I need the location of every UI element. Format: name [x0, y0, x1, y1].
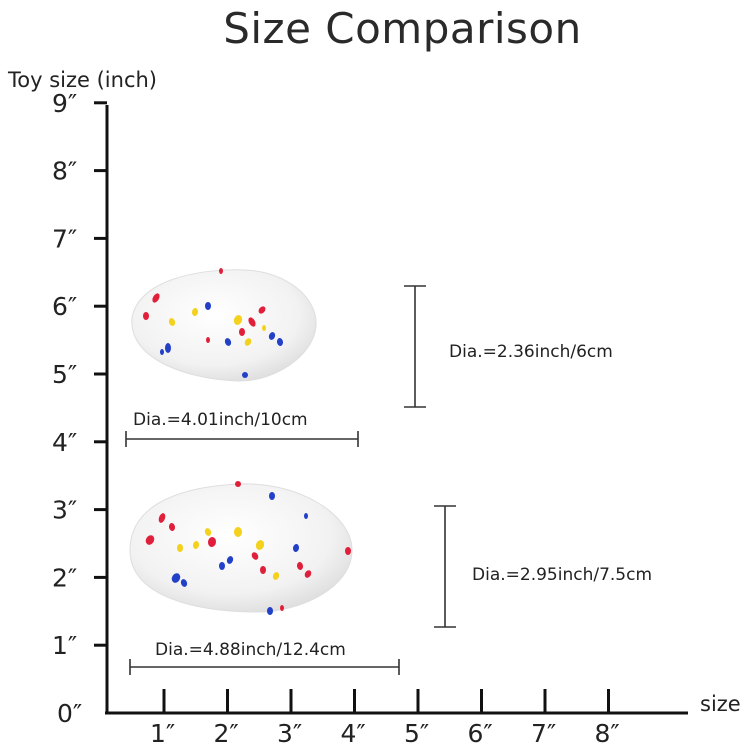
- large-toy-height-dimension: [434, 505, 456, 628]
- y-tick-label: 1″: [52, 631, 77, 660]
- speckle: [226, 556, 234, 564]
- speckle: [152, 293, 160, 303]
- large-toy-height-label: Dia.=2.95inch/7.5cm: [472, 565, 652, 585]
- small-toy-height-label: Dia.=2.36inch/6cm: [449, 342, 613, 362]
- speckle: [207, 537, 217, 547]
- speckle: [260, 566, 266, 574]
- x-tick-label: 1″: [150, 719, 175, 748]
- speckle: [280, 605, 284, 611]
- speckle: [165, 343, 171, 353]
- speckle: [234, 527, 242, 537]
- speckle: [244, 338, 252, 346]
- speckle: [219, 268, 223, 274]
- x-tick-label: 7″: [531, 719, 556, 748]
- x-tick-label: 2″: [214, 719, 239, 748]
- speckle: [304, 570, 312, 578]
- y-tick-label: 9″: [52, 89, 77, 118]
- speckle: [304, 513, 308, 519]
- large-toy-length-label: Dia.=4.88inch/12.4cm: [155, 640, 346, 660]
- speckle: [292, 544, 300, 552]
- speckle: [191, 308, 199, 316]
- x-tick-label: 6″: [468, 719, 493, 748]
- x-tick-label: 3″: [277, 719, 302, 748]
- y-axis-title: Toy size (inch): [8, 68, 157, 92]
- speckle: [180, 579, 188, 587]
- speckle: [168, 318, 176, 326]
- speckle: [158, 513, 166, 523]
- speckle: [171, 573, 181, 583]
- small-toy-length-label: Dia.=4.01inch/10cm: [133, 410, 308, 430]
- y-tick-label: 4″: [52, 428, 77, 457]
- speckle: [168, 523, 176, 531]
- speckle: [143, 312, 149, 320]
- speckle: [219, 562, 225, 570]
- speckle: [206, 337, 210, 343]
- speckle: [239, 328, 245, 336]
- speckle: [177, 544, 183, 552]
- speckle: [269, 492, 275, 500]
- speckle: [262, 325, 266, 331]
- speckle: [160, 349, 164, 355]
- speckle: [258, 306, 266, 314]
- y-tick-label: 7″: [52, 224, 77, 253]
- small-toy-length-dimension: [125, 431, 359, 447]
- speckle: [205, 302, 211, 310]
- x-tick-label: 5″: [404, 719, 429, 748]
- speckle: [267, 607, 273, 615]
- speckle: [204, 528, 212, 536]
- speckle: [272, 572, 280, 580]
- y-tick-label: 2″: [52, 563, 77, 592]
- speckle: [276, 338, 284, 346]
- speckle: [145, 535, 155, 545]
- y-tick-label: 3″: [52, 496, 77, 525]
- y-tick-label: 5″: [52, 360, 77, 389]
- speckle: [345, 547, 351, 555]
- y-tick-label: 0″: [57, 699, 82, 728]
- speckle: [192, 541, 200, 549]
- x-axis-title: size: [700, 692, 741, 716]
- small-toy-height-dimension: [404, 285, 426, 408]
- speckle: [255, 540, 265, 550]
- small-toy-ball: [131, 268, 317, 382]
- chart-title: Size Comparison: [223, 4, 582, 53]
- speckle: [242, 372, 248, 378]
- speckle: [235, 481, 241, 487]
- speckle: [233, 315, 243, 325]
- speckle: [224, 338, 232, 346]
- y-tick-label: 6″: [52, 292, 77, 321]
- x-tick-label: 8″: [595, 719, 620, 748]
- large-toy-ball: [129, 481, 353, 615]
- speckle: [296, 562, 304, 570]
- speckle: [248, 317, 256, 327]
- large-toy-length-dimension: [129, 659, 400, 675]
- speckle: [251, 552, 259, 560]
- x-tick-label: 4″: [341, 719, 366, 748]
- y-tick-label: 8″: [52, 157, 77, 186]
- speckle: [268, 332, 276, 340]
